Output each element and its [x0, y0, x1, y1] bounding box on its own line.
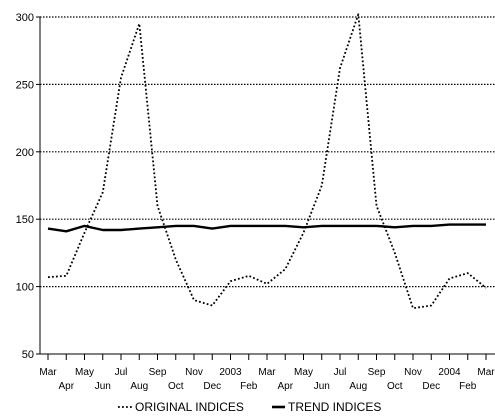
series-line-0	[47, 13, 487, 310]
x-tick-label-18: Sep	[368, 367, 386, 378]
series-1-point-9	[212, 228, 213, 229]
y-tick-label-100: 100	[16, 282, 34, 294]
series-1-point-21	[431, 225, 432, 226]
y-tick-labels: 50 100 150 200 250 300	[16, 12, 34, 361]
x-tick-label-24: Mar	[477, 367, 495, 378]
series-0-point-13	[285, 268, 286, 269]
series-0-point-10	[230, 281, 231, 282]
x-tick-label-11: Feb	[240, 381, 258, 392]
gridlines	[40, 16, 495, 288]
x-tick-label-3: Jun	[95, 381, 111, 392]
series-0-point-17	[358, 14, 359, 15]
series-0-point-6	[157, 205, 158, 206]
series-1-point-8	[193, 225, 194, 226]
series-1-point-10	[230, 225, 231, 226]
series-1-point-17	[358, 225, 359, 226]
series-0-point-16	[339, 68, 340, 69]
series-1-point-14	[303, 227, 304, 228]
x-tick-label-13: Apr	[277, 381, 293, 392]
x-tick-label-10: 2003	[219, 367, 242, 378]
series-1-point-22	[449, 224, 450, 225]
y-tick-label-150: 150	[16, 214, 34, 226]
legend-label-1: TREND INDICES	[288, 400, 381, 414]
series-1-point-0	[47, 228, 48, 229]
axes	[36, 16, 495, 360]
series-0-point-9	[212, 305, 213, 306]
series-1-point-5	[139, 228, 140, 229]
x-tick-label-14: May	[294, 367, 313, 378]
x-tick-label-4: Jul	[115, 367, 128, 378]
series-0-point-8	[193, 299, 194, 300]
series-1-point-12	[266, 225, 267, 226]
y-tick-label-50: 50	[22, 349, 34, 361]
series-1-point-18	[376, 225, 377, 226]
series-0-point-22	[449, 278, 450, 279]
series-0-point-21	[431, 305, 432, 306]
series-0-point-7	[175, 259, 176, 260]
series-0-point-18	[376, 205, 377, 206]
series-1-point-15	[321, 225, 322, 226]
series-1-point-16	[339, 225, 340, 226]
series-1-point-13	[285, 225, 286, 226]
x-tick-label-15: Jun	[314, 381, 330, 392]
series-1-point-19	[394, 227, 395, 228]
series-1-point-3	[102, 229, 103, 230]
x-tick-label-22: 2004	[438, 367, 461, 378]
series-1-point-2	[84, 225, 85, 226]
series-0-point-2	[84, 232, 85, 233]
series-1-point-6	[157, 227, 158, 228]
x-tick-label-2: May	[75, 367, 94, 378]
legend: ORIGINAL INDICES TREND INDICES	[118, 400, 381, 414]
x-tick-label-7: Oct	[168, 381, 184, 392]
series-1-point-11	[248, 225, 249, 226]
series-1-point-24	[485, 224, 486, 225]
legend-label-0: ORIGINAL INDICES	[135, 400, 244, 414]
series-0-point-14	[303, 232, 304, 233]
series-1-point-4	[120, 229, 121, 230]
series-0-point-12	[266, 283, 267, 284]
series-0-point-5	[139, 23, 140, 24]
series-0-point-24	[485, 287, 486, 288]
x-tick-labels: MarAprMayJunJulAugSepOctNovDec2003FebMar…	[39, 367, 495, 392]
x-tick-label-1: Apr	[58, 381, 74, 392]
series	[47, 13, 487, 310]
series-0-point-4	[120, 77, 121, 78]
series-1-point-20	[412, 225, 413, 226]
series-0-point-15	[321, 185, 322, 186]
series-1-point-23	[467, 224, 468, 225]
series-0-point-23	[467, 273, 468, 274]
series-1-point-7	[175, 225, 176, 226]
y-tick-label-300: 300	[16, 12, 34, 24]
series-0-point-11	[248, 275, 249, 276]
series-1-point-1	[66, 231, 67, 232]
x-tick-label-20: Nov	[404, 367, 422, 378]
x-tick-label-8: Nov	[185, 367, 203, 378]
series-0-point-1	[66, 275, 67, 276]
x-tick-label-6: Sep	[149, 367, 167, 378]
series-0-point-19	[394, 252, 395, 253]
series-line-1	[47, 223, 486, 233]
series-0-point-0	[47, 277, 48, 278]
x-tick-label-16: Jul	[334, 367, 347, 378]
y-tick-label-250: 250	[16, 79, 34, 91]
x-tick-label-5: Aug	[130, 381, 148, 392]
x-tick-label-12: Mar	[258, 367, 276, 378]
x-tick-label-17: Aug	[349, 381, 367, 392]
x-tick-label-9: Dec	[203, 381, 221, 392]
y-tick-label-200: 200	[16, 147, 34, 159]
x-tick-label-23: Feb	[459, 381, 477, 392]
series-0-point-20	[412, 308, 413, 309]
x-tick-label-0: Mar	[39, 367, 57, 378]
series-0-point-3	[102, 192, 103, 193]
x-tick-label-19: Oct	[387, 381, 403, 392]
x-tick-label-21: Dec	[422, 381, 440, 392]
